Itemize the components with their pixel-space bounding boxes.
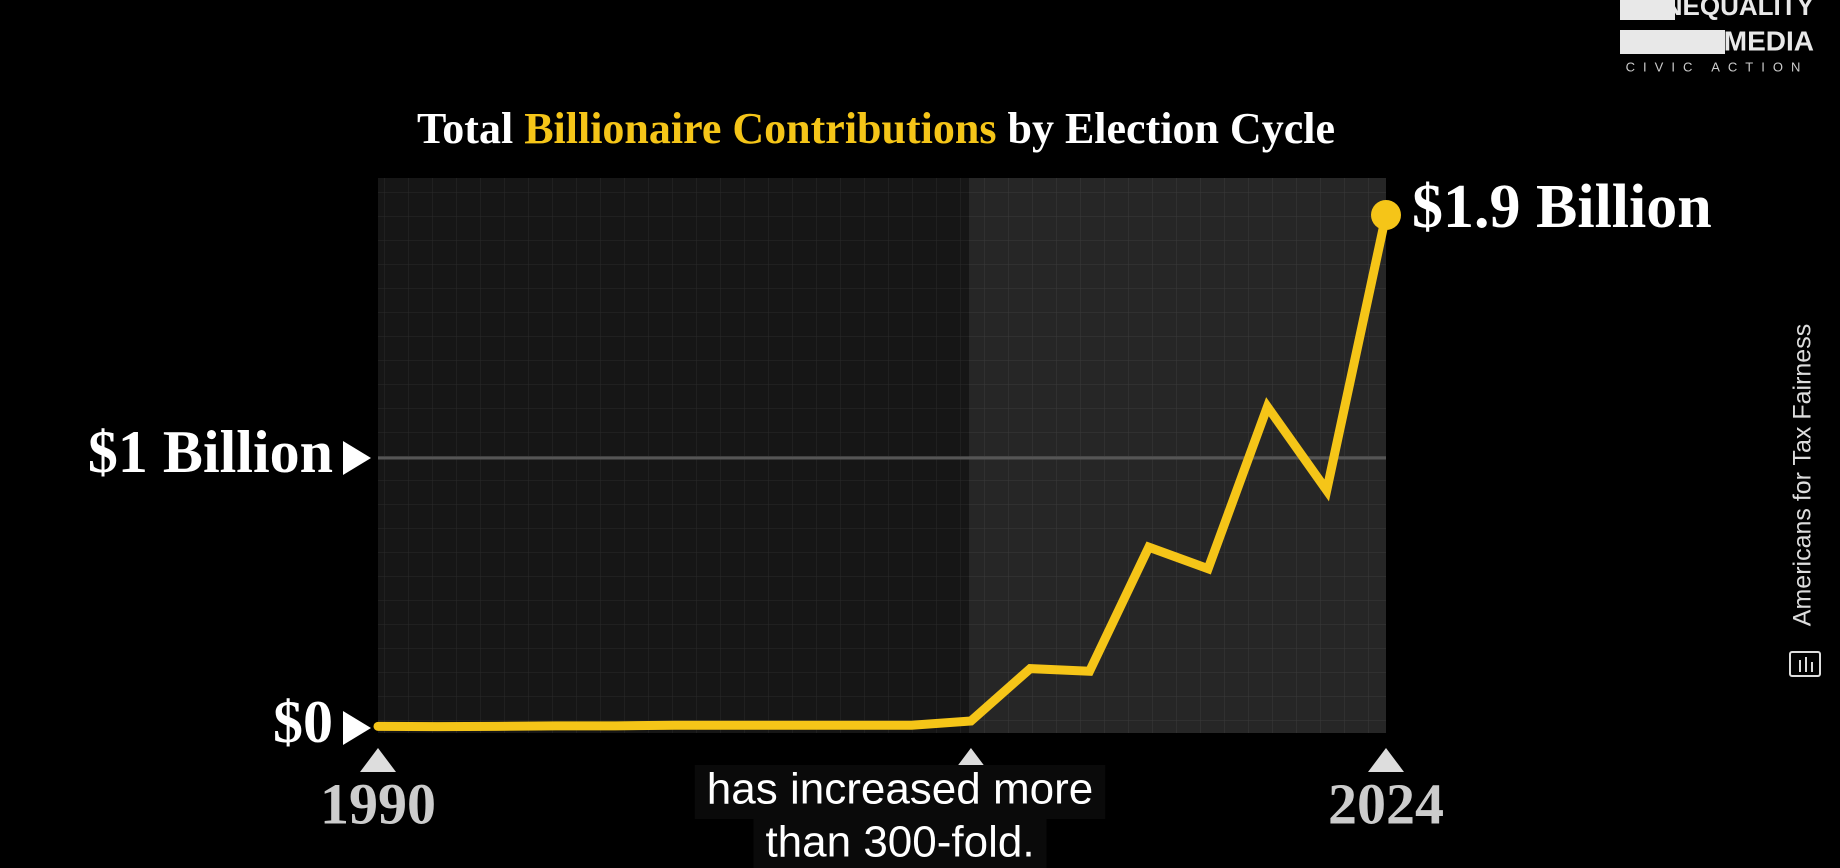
line: [373, 210, 1391, 732]
caption: than 300-fold.: [765, 818, 1034, 867]
logo-bar: [1620, 0, 1675, 20]
plot-grid-texture: [378, 178, 969, 733]
caption-box: [753, 818, 1047, 868]
x-tick-label: 1990: [320, 771, 436, 836]
caption-box: [694, 765, 1106, 819]
title-part: Total: [417, 104, 513, 153]
title-part: by Election Cycle: [1007, 104, 1335, 153]
watermark-icon: [1789, 651, 1821, 677]
logo-text: INEQUALITY: [1657, 0, 1814, 21]
x-tick-marker: [360, 748, 396, 772]
logo-text: MEDIA: [1724, 25, 1814, 56]
y-tick-marker: [343, 711, 371, 745]
x-tick-marker: [1368, 748, 1404, 772]
value-label: $1.9 Billion: [1412, 173, 1712, 241]
watermark: Americans for Tax Fairness: [1789, 324, 1817, 626]
y-tick-marker: [343, 441, 371, 475]
logo-bar: [1620, 30, 1725, 54]
end-point: [1371, 200, 1401, 230]
caption: has increased more: [707, 765, 1093, 814]
logo-tagline: CIVIC ACTION: [1626, 59, 1809, 74]
plot-grid-texture: [969, 178, 1386, 733]
x-tick-label: 2024: [1328, 771, 1444, 836]
title-highlight: Billionaire Contributions: [524, 104, 996, 153]
chart-title: Total Billionaire Contributions by Elect…: [417, 104, 1335, 153]
y-tick-label: $0: [273, 689, 333, 755]
y-tick-label: $1 Billion: [88, 419, 333, 485]
